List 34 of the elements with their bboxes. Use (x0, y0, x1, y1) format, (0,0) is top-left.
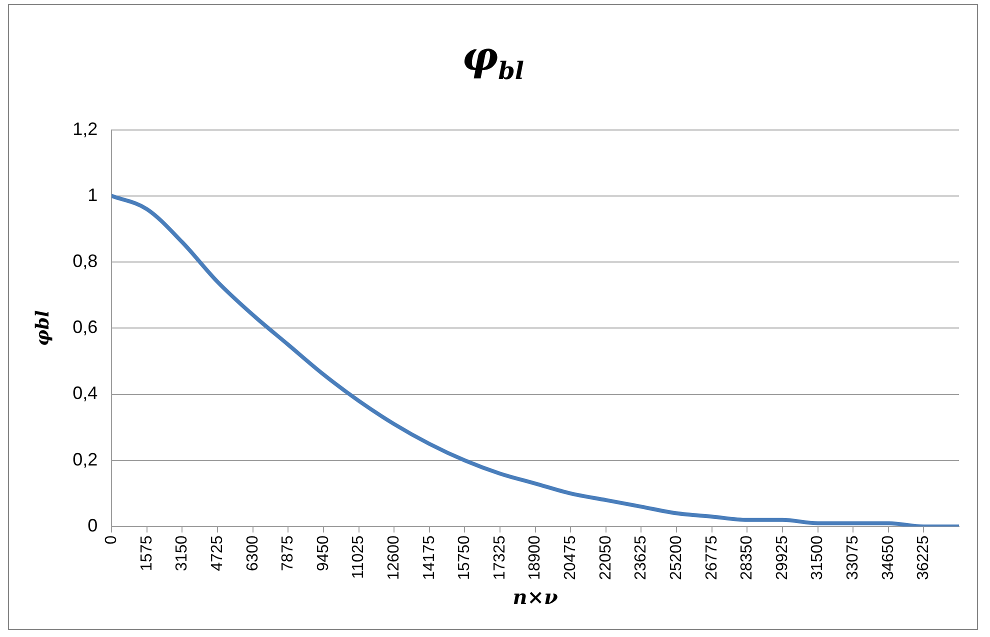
x-tick-label: 6300 (244, 535, 262, 572)
y-tick-label: 0,8 (72, 251, 98, 272)
x-tick-label: 9450 (314, 535, 332, 572)
x-tick-label: 4725 (208, 535, 226, 572)
x-tick-label: 18900 (526, 535, 544, 580)
x-tick-label: 12600 (385, 535, 402, 580)
x-tick-label: 31500 (809, 535, 826, 580)
y-tick-label: 0,4 (72, 383, 98, 404)
x-tick-label: 25200 (668, 535, 685, 580)
y-tick-label: 1,2 (72, 118, 98, 139)
x-tick-label: 17325 (491, 535, 508, 580)
chart-title: φ$_{bl}$ (460, 33, 526, 85)
x-tick-label: 11025 (350, 535, 368, 579)
y-tick-label: 0 (88, 515, 98, 536)
y-tick-label: 0,6 (72, 317, 98, 338)
x-tick-label: 36225 (915, 535, 932, 580)
x-tick-label: 15750 (456, 535, 474, 580)
x-tick-label: 28350 (738, 535, 756, 580)
x-tick-label: 20475 (562, 535, 580, 580)
x-axis-title: n×ν (512, 585, 558, 610)
x-tick-label: 22050 (597, 535, 614, 580)
x-tick-label: 23625 (632, 535, 650, 580)
x-tick-label: 3150 (174, 535, 191, 572)
x-tick-label: 34650 (880, 535, 897, 580)
x-tick-label: 1575 (138, 535, 156, 572)
x-tick-label: 26775 (703, 535, 720, 580)
x-tick-label: 29925 (774, 535, 791, 580)
y-tick-label: 1 (88, 184, 98, 205)
x-tick-label: 14175 (420, 535, 438, 580)
y-axis-title: φbl (32, 310, 54, 346)
x-tick-label: 7875 (280, 535, 297, 572)
x-tick-label: 33075 (844, 535, 862, 580)
y-tick-label: 0,2 (72, 449, 98, 470)
x-tick-label: 0 (103, 535, 120, 544)
